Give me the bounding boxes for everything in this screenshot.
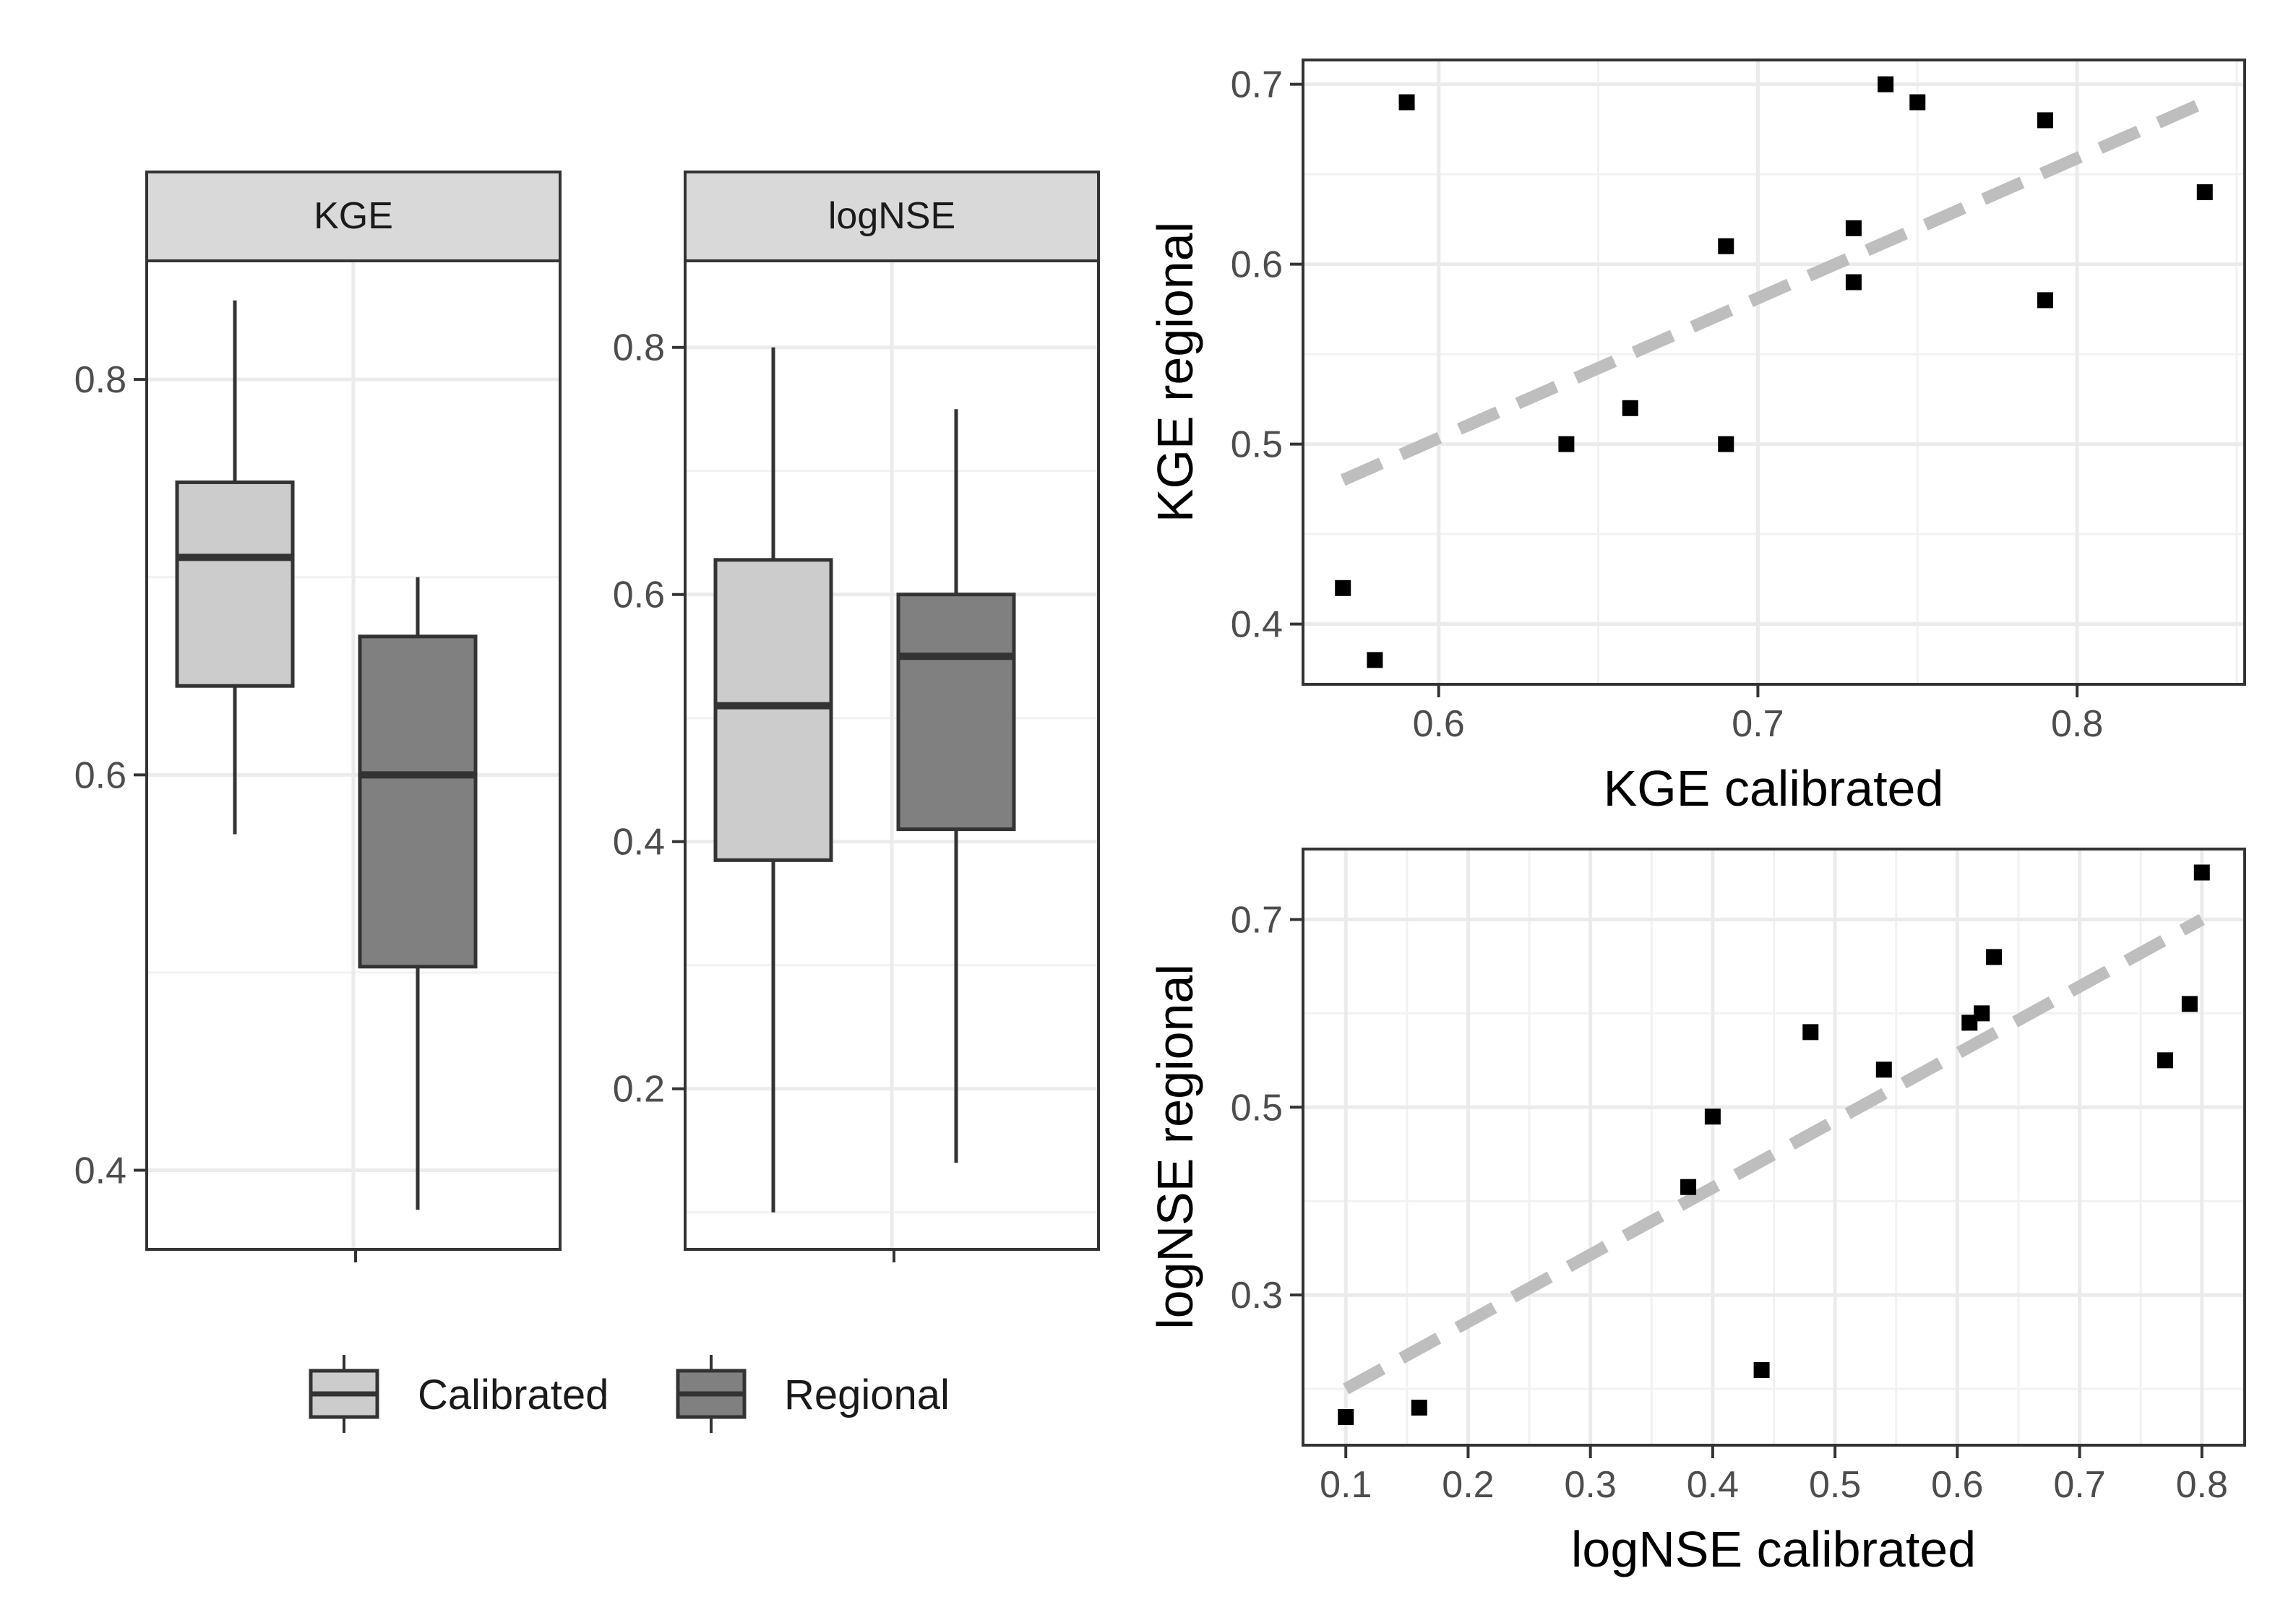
x-tick-label: 0.5 bbox=[1809, 1464, 1861, 1506]
data-point bbox=[1335, 580, 1351, 596]
data-point bbox=[1845, 274, 1862, 290]
y-axis: 0.4 0.6 0.8 bbox=[74, 359, 147, 1192]
data-point bbox=[1986, 949, 2003, 965]
y-tick-label: 0.7 bbox=[1231, 899, 1283, 941]
points bbox=[1338, 864, 2210, 1426]
y-axis-title: logNSE regional bbox=[1147, 964, 1203, 1330]
x-axis: 0.6 0.7 0.8 bbox=[1413, 684, 2103, 745]
strip-background-kge bbox=[145, 171, 562, 262]
box-calibrated bbox=[713, 347, 833, 1213]
data-point bbox=[1909, 94, 1926, 111]
y-tick-label: 0.8 bbox=[74, 359, 126, 401]
data-point bbox=[1367, 652, 1383, 668]
scatter-kge-panel: 0.6 0.7 0.8 0.4 0.5 0.6 0.7 KGE calibrated KG… bbox=[1147, 59, 2246, 817]
data-point bbox=[2157, 1052, 2174, 1069]
data-point bbox=[1875, 1061, 1892, 1078]
y-axis: 0.2 0.4 0.6 0.8 bbox=[613, 327, 685, 1111]
strip-background-lognse bbox=[684, 171, 1100, 262]
x-tick-label: 0.1 bbox=[1320, 1464, 1372, 1506]
strip-label-kge: KGE bbox=[314, 195, 393, 237]
y-tick-label: 0.5 bbox=[1231, 1087, 1283, 1129]
grid bbox=[1303, 60, 2245, 684]
y-tick-label: 0.4 bbox=[1231, 604, 1283, 646]
x-tick-label: 0.4 bbox=[1687, 1464, 1739, 1506]
data-point bbox=[1704, 1108, 1721, 1125]
x-tick-label: 0.7 bbox=[1732, 703, 1784, 745]
y-axis-title: KGE regional bbox=[1147, 222, 1203, 522]
boxplot-kge-panel: KGE 0.4 0.6 0.8 bbox=[74, 171, 562, 1262]
fit-line bbox=[1343, 913, 2205, 1395]
x-tick-label: 0.8 bbox=[2176, 1464, 2228, 1506]
data-point bbox=[1411, 1400, 1427, 1416]
legend-label-calibrated: Calibrated bbox=[418, 1371, 609, 1418]
data-point bbox=[1974, 1005, 1990, 1022]
points bbox=[1335, 76, 2213, 668]
fit-line bbox=[1340, 96, 2208, 486]
panel-border bbox=[1302, 59, 2246, 686]
box-regional bbox=[896, 409, 1016, 1163]
data-point bbox=[1802, 1024, 1819, 1041]
box-iqr bbox=[896, 593, 1016, 832]
box-iqr bbox=[175, 480, 295, 688]
y-tick-label: 0.6 bbox=[74, 754, 126, 796]
scatter-lognse-panel: 0.1 0.2 0.3 0.4 0.5 0.6 0.7 0.8 0.3 0.5 0.7 logNS… bbox=[1147, 848, 2246, 1577]
data-point bbox=[1558, 436, 1575, 452]
x-tick-label: 0.6 bbox=[1931, 1464, 1983, 1506]
y-tick-label: 0.3 bbox=[1231, 1275, 1283, 1317]
y-tick-label: 0.8 bbox=[613, 327, 665, 369]
data-point bbox=[2196, 184, 2213, 201]
x-tick-label: 0.8 bbox=[2051, 703, 2103, 745]
legend-key-regional bbox=[676, 1355, 747, 1433]
panel-border bbox=[145, 259, 562, 1251]
data-point bbox=[1718, 238, 1734, 254]
strip-label-lognse: logNSE bbox=[828, 195, 955, 237]
legend-key-calibrated bbox=[309, 1355, 379, 1433]
panel-border bbox=[684, 259, 1100, 1251]
x-axis: 0.1 0.2 0.3 0.4 0.5 0.6 0.7 0.8 bbox=[1320, 1445, 2228, 1506]
data-point bbox=[1338, 1409, 1354, 1426]
y-tick-label: 0.5 bbox=[1231, 424, 1283, 466]
y-axis: 0.4 0.5 0.6 0.7 bbox=[1231, 64, 1303, 646]
data-point bbox=[1753, 1362, 1770, 1379]
y-tick-label: 0.7 bbox=[1231, 64, 1283, 106]
data-point bbox=[2037, 112, 2053, 129]
y-tick-label: 0.4 bbox=[613, 822, 665, 864]
x-tick-label: 0.3 bbox=[1565, 1464, 1617, 1506]
data-point bbox=[1845, 220, 1862, 236]
box-calibrated bbox=[175, 300, 295, 835]
box-iqr bbox=[358, 634, 478, 969]
y-tick-label: 0.4 bbox=[74, 1150, 126, 1192]
x-tick-label: 0.7 bbox=[2053, 1464, 2105, 1506]
legend-label-regional: Regional bbox=[784, 1371, 950, 1418]
panel-border bbox=[1302, 848, 2246, 1447]
data-point bbox=[1718, 436, 1734, 452]
data-point bbox=[1622, 400, 1638, 416]
grid bbox=[147, 261, 560, 1249]
x-tick-label: 0.6 bbox=[1413, 703, 1465, 745]
panel-background bbox=[1303, 60, 2245, 684]
boxes bbox=[713, 347, 1016, 1213]
y-axis: 0.3 0.5 0.7 bbox=[1231, 899, 1303, 1317]
y-tick-label: 0.2 bbox=[613, 1069, 665, 1111]
boxplot-lognse-panel: logNSE 0.2 0.4 0.6 0.8 bbox=[613, 171, 1100, 1262]
y-tick-label: 0.6 bbox=[1231, 244, 1283, 286]
y-tick-label: 0.6 bbox=[613, 574, 665, 616]
boxes bbox=[175, 300, 478, 1210]
data-point bbox=[2037, 292, 2053, 309]
data-point bbox=[1961, 1015, 1978, 1031]
data-point bbox=[1398, 94, 1415, 111]
grid bbox=[1303, 849, 2245, 1445]
legend: Calibrated Regional bbox=[309, 1355, 950, 1433]
data-point bbox=[2181, 996, 2198, 1012]
x-axis-title: logNSE calibrated bbox=[1571, 1521, 1976, 1577]
x-tick-label: 0.2 bbox=[1442, 1464, 1494, 1506]
data-point bbox=[2193, 864, 2210, 881]
box-iqr bbox=[713, 558, 833, 862]
data-point bbox=[1878, 76, 1894, 92]
x-axis-title: KGE calibrated bbox=[1604, 760, 1944, 817]
data-point bbox=[1680, 1179, 1697, 1195]
box-regional bbox=[358, 577, 478, 1210]
